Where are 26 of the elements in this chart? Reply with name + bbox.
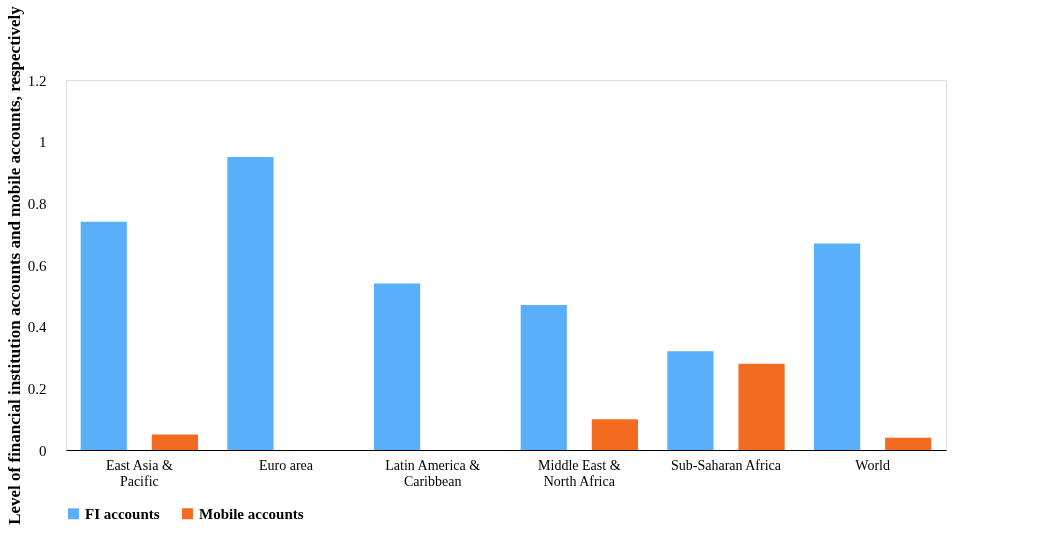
legend-label: FI accounts (85, 505, 160, 522)
x-tick-label: Middle East & North Africa (538, 457, 621, 489)
x-tick-label: East Asia & Pacific (105, 457, 173, 489)
x-tick-label: Euro area (258, 457, 314, 473)
x-tick-label: Sub-Saharan Africa (670, 457, 782, 473)
bar (885, 437, 932, 450)
y-tick-label: 0.6 (27, 257, 47, 274)
bar (591, 419, 638, 450)
y-axis-title: Level of financial institution accounts and mobile accounts, respectively (4, 5, 24, 525)
bar (151, 434, 198, 450)
y-tick-label: 0.2 (27, 380, 47, 397)
y-tick-label: 0.8 (27, 195, 47, 212)
y-tick-label: 0 (39, 442, 47, 459)
bar (374, 283, 421, 450)
y-tick-label: 0.4 (27, 319, 47, 336)
x-tick-label: Latin America & Caribbean (385, 457, 481, 489)
y-tick-label: 1 (39, 134, 47, 151)
bar (814, 243, 861, 450)
bar (738, 363, 785, 450)
y-tick-label: 1.2 (27, 72, 47, 89)
x-tick-label: World (855, 457, 890, 473)
bar (520, 305, 567, 450)
bar (80, 221, 127, 450)
legend-label: Mobile accounts (199, 505, 304, 522)
bar (227, 157, 274, 450)
bar (667, 351, 714, 450)
